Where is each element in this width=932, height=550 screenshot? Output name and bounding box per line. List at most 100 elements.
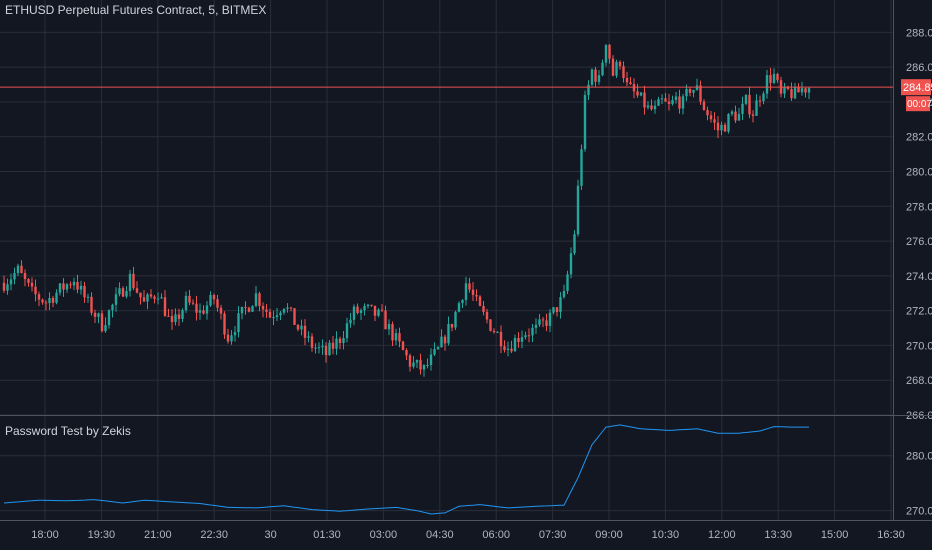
candle-body bbox=[601, 62, 604, 76]
candle-body bbox=[797, 87, 800, 93]
candle-body bbox=[37, 294, 41, 300]
candle-body bbox=[541, 319, 545, 321]
candle-body bbox=[352, 306, 356, 320]
candle-body bbox=[9, 279, 13, 285]
candle-body bbox=[426, 364, 429, 366]
candle-body bbox=[667, 101, 671, 104]
candlestick-series bbox=[2, 44, 811, 377]
x-tick-label: 30 bbox=[264, 529, 276, 541]
candle-body bbox=[769, 75, 772, 83]
candle-body bbox=[104, 325, 107, 332]
candle-body bbox=[552, 307, 555, 313]
candle-body bbox=[363, 306, 366, 311]
x-tick-label: 07:30 bbox=[539, 529, 567, 541]
candle-body bbox=[107, 310, 111, 326]
candle-body bbox=[618, 61, 622, 67]
candle-body bbox=[793, 87, 797, 99]
candle-body bbox=[765, 75, 769, 94]
candle-body bbox=[349, 319, 352, 324]
last-price-label: 284.85 bbox=[903, 82, 932, 94]
candle-body bbox=[790, 89, 793, 99]
candle-body bbox=[734, 111, 737, 121]
candle-body bbox=[464, 283, 468, 300]
candle-body bbox=[69, 284, 72, 286]
candle-body bbox=[205, 305, 209, 314]
candle-body bbox=[608, 44, 611, 59]
candle-body bbox=[772, 74, 776, 83]
candle-body bbox=[583, 95, 587, 150]
candle-body bbox=[62, 283, 65, 290]
candle-body bbox=[468, 283, 471, 290]
candle-body bbox=[27, 279, 30, 283]
candle-body bbox=[555, 307, 559, 312]
candle-body bbox=[454, 311, 457, 328]
candle-body bbox=[538, 319, 541, 325]
candle-body bbox=[405, 349, 408, 356]
candle-body bbox=[51, 298, 55, 303]
candle-body bbox=[723, 124, 727, 132]
candle-body bbox=[356, 306, 359, 313]
x-tick-label: 10:30 bbox=[652, 529, 680, 541]
candle-body bbox=[342, 338, 345, 344]
candle-body bbox=[611, 58, 615, 76]
last-price-badge bbox=[901, 79, 931, 96]
candle-body bbox=[681, 96, 685, 109]
candle-body bbox=[34, 286, 37, 295]
candle-body bbox=[800, 88, 804, 93]
y-tick-label: 280.00 bbox=[906, 451, 932, 463]
candle-body bbox=[293, 308, 296, 325]
countdown-badge bbox=[906, 96, 930, 112]
candle-body bbox=[709, 115, 713, 120]
candle-body bbox=[786, 86, 790, 90]
candle-body bbox=[580, 149, 583, 186]
candle-body bbox=[251, 305, 254, 312]
candle-body bbox=[244, 306, 247, 308]
candle-body bbox=[443, 336, 447, 344]
candle-body bbox=[807, 88, 811, 93]
candle-body bbox=[699, 85, 702, 102]
y-tick-label: 268.00 bbox=[906, 375, 932, 387]
candle-body bbox=[142, 297, 146, 302]
candle-body bbox=[72, 281, 76, 286]
x-tick-label: 03:00 bbox=[370, 529, 398, 541]
candle-body bbox=[524, 335, 527, 338]
candle-body bbox=[6, 284, 9, 291]
candle-body bbox=[503, 346, 506, 350]
candle-body bbox=[604, 44, 608, 63]
candle-body bbox=[755, 100, 758, 116]
candle-body bbox=[489, 319, 492, 331]
candle-body bbox=[737, 113, 741, 121]
candle-body bbox=[265, 309, 268, 312]
candle-body bbox=[615, 61, 618, 76]
x-tick-label: 19:30 bbox=[88, 529, 116, 541]
candle-body bbox=[111, 304, 114, 311]
candle-body bbox=[804, 88, 807, 93]
indicator-title: Password Test by Zekis bbox=[5, 424, 131, 438]
candle-body bbox=[132, 273, 135, 289]
candle-body bbox=[450, 323, 454, 328]
candle-body bbox=[170, 315, 174, 323]
countdown-label: 00:07 bbox=[907, 99, 932, 110]
candle-body bbox=[419, 359, 422, 370]
candle-body bbox=[191, 302, 195, 304]
candle-body bbox=[272, 317, 275, 319]
candle-body bbox=[702, 101, 706, 111]
candle-body bbox=[198, 310, 202, 313]
candle-body bbox=[258, 293, 261, 306]
candle-body bbox=[23, 273, 27, 280]
x-tick-label: 15:00 bbox=[821, 529, 849, 541]
candle-body bbox=[492, 330, 496, 333]
candle-body bbox=[720, 124, 723, 131]
candle-body bbox=[436, 347, 440, 350]
x-tick-label: 01:30 bbox=[313, 529, 341, 541]
candle-body bbox=[212, 294, 216, 300]
candle-body bbox=[482, 305, 485, 312]
candle-body bbox=[559, 297, 562, 312]
candle-body bbox=[517, 337, 520, 342]
candle-body bbox=[167, 315, 170, 317]
candle-body bbox=[93, 312, 97, 317]
candle-body bbox=[688, 89, 692, 93]
candle-body bbox=[713, 119, 716, 123]
candle-body bbox=[184, 295, 188, 311]
candle-body bbox=[762, 93, 765, 102]
